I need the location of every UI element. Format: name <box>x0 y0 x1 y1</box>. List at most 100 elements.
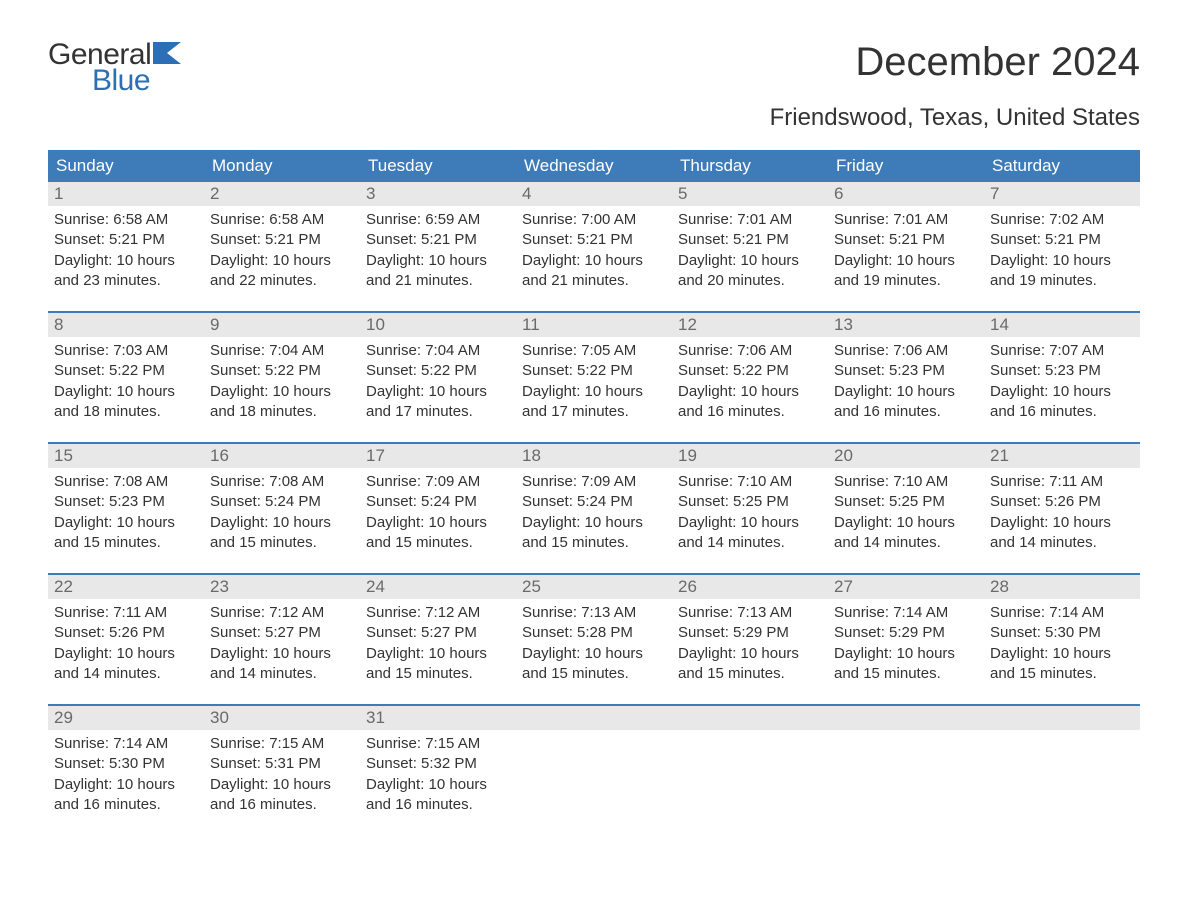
weekday-header: Thursday <box>672 150 828 182</box>
sunset-line: Sunset: 5:21 PM <box>834 230 978 250</box>
sunrise-line: Sunrise: 7:14 AM <box>834 603 978 623</box>
calendar-day: 7Sunrise: 7:02 AMSunset: 5:21 PMDaylight… <box>984 182 1140 295</box>
daylight-line: Daylight: 10 hours and 15 minutes. <box>834 644 978 685</box>
sunrise-line: Sunrise: 7:02 AM <box>990 210 1134 230</box>
daylight-line: Daylight: 10 hours and 18 minutes. <box>54 382 198 423</box>
sunset-line: Sunset: 5:26 PM <box>54 623 198 643</box>
calendar-day: 22Sunrise: 7:11 AMSunset: 5:26 PMDayligh… <box>48 575 204 688</box>
day-content: Sunrise: 7:05 AMSunset: 5:22 PMDaylight:… <box>516 337 672 426</box>
sunrise-line: Sunrise: 7:15 AM <box>366 734 510 754</box>
calendar-day: 1Sunrise: 6:58 AMSunset: 5:21 PMDaylight… <box>48 182 204 295</box>
day-number: 13 <box>828 313 984 337</box>
sunset-line: Sunset: 5:22 PM <box>522 361 666 381</box>
day-content: Sunrise: 7:14 AMSunset: 5:29 PMDaylight:… <box>828 599 984 688</box>
sunset-line: Sunset: 5:22 PM <box>210 361 354 381</box>
day-number: 8 <box>48 313 204 337</box>
day-number: 21 <box>984 444 1140 468</box>
sunrise-line: Sunrise: 7:13 AM <box>522 603 666 623</box>
day-content: Sunrise: 7:01 AMSunset: 5:21 PMDaylight:… <box>828 206 984 295</box>
weekday-header: Friday <box>828 150 984 182</box>
day-number <box>516 706 672 730</box>
daylight-line: Daylight: 10 hours and 16 minutes. <box>366 775 510 816</box>
daylight-line: Daylight: 10 hours and 19 minutes. <box>834 251 978 292</box>
sunset-line: Sunset: 5:32 PM <box>366 754 510 774</box>
calendar-day: 28Sunrise: 7:14 AMSunset: 5:30 PMDayligh… <box>984 575 1140 688</box>
day-content: Sunrise: 7:15 AMSunset: 5:32 PMDaylight:… <box>360 730 516 819</box>
day-content: Sunrise: 7:02 AMSunset: 5:21 PMDaylight:… <box>984 206 1140 295</box>
day-number: 10 <box>360 313 516 337</box>
daylight-line: Daylight: 10 hours and 16 minutes. <box>54 775 198 816</box>
calendar-day: 17Sunrise: 7:09 AMSunset: 5:24 PMDayligh… <box>360 444 516 557</box>
sunset-line: Sunset: 5:22 PM <box>678 361 822 381</box>
calendar-day: 24Sunrise: 7:12 AMSunset: 5:27 PMDayligh… <box>360 575 516 688</box>
sunrise-line: Sunrise: 6:59 AM <box>366 210 510 230</box>
day-number: 24 <box>360 575 516 599</box>
weekday-header: Tuesday <box>360 150 516 182</box>
day-content: Sunrise: 7:13 AMSunset: 5:28 PMDaylight:… <box>516 599 672 688</box>
day-content: Sunrise: 7:10 AMSunset: 5:25 PMDaylight:… <box>672 468 828 557</box>
sunset-line: Sunset: 5:31 PM <box>210 754 354 774</box>
calendar-day: 4Sunrise: 7:00 AMSunset: 5:21 PMDaylight… <box>516 182 672 295</box>
day-number: 15 <box>48 444 204 468</box>
day-content: Sunrise: 7:04 AMSunset: 5:22 PMDaylight:… <box>360 337 516 426</box>
daylight-line: Daylight: 10 hours and 15 minutes. <box>54 513 198 554</box>
logo: General Blue <box>48 40 181 96</box>
sunset-line: Sunset: 5:27 PM <box>210 623 354 643</box>
day-content: Sunrise: 6:59 AMSunset: 5:21 PMDaylight:… <box>360 206 516 295</box>
calendar-day: 11Sunrise: 7:05 AMSunset: 5:22 PMDayligh… <box>516 313 672 426</box>
calendar-day <box>828 706 984 819</box>
calendar-day: 26Sunrise: 7:13 AMSunset: 5:29 PMDayligh… <box>672 575 828 688</box>
weekday-header: Wednesday <box>516 150 672 182</box>
sunset-line: Sunset: 5:29 PM <box>834 623 978 643</box>
sunrise-line: Sunrise: 7:10 AM <box>678 472 822 492</box>
day-content: Sunrise: 7:12 AMSunset: 5:27 PMDaylight:… <box>360 599 516 688</box>
day-number: 5 <box>672 182 828 206</box>
calendar-day: 15Sunrise: 7:08 AMSunset: 5:23 PMDayligh… <box>48 444 204 557</box>
sunrise-line: Sunrise: 7:13 AM <box>678 603 822 623</box>
day-number: 26 <box>672 575 828 599</box>
sunrise-line: Sunrise: 7:06 AM <box>678 341 822 361</box>
daylight-line: Daylight: 10 hours and 16 minutes. <box>678 382 822 423</box>
sunset-line: Sunset: 5:22 PM <box>366 361 510 381</box>
sunset-line: Sunset: 5:21 PM <box>522 230 666 250</box>
day-number: 18 <box>516 444 672 468</box>
day-number: 11 <box>516 313 672 337</box>
calendar-day: 3Sunrise: 6:59 AMSunset: 5:21 PMDaylight… <box>360 182 516 295</box>
sunrise-line: Sunrise: 7:14 AM <box>990 603 1134 623</box>
day-content: Sunrise: 7:09 AMSunset: 5:24 PMDaylight:… <box>516 468 672 557</box>
day-number: 20 <box>828 444 984 468</box>
day-content: Sunrise: 7:11 AMSunset: 5:26 PMDaylight:… <box>984 468 1140 557</box>
sunset-line: Sunset: 5:21 PM <box>210 230 354 250</box>
sunrise-line: Sunrise: 7:04 AM <box>210 341 354 361</box>
day-content: Sunrise: 7:11 AMSunset: 5:26 PMDaylight:… <box>48 599 204 688</box>
day-number: 2 <box>204 182 360 206</box>
calendar-day: 29Sunrise: 7:14 AMSunset: 5:30 PMDayligh… <box>48 706 204 819</box>
daylight-line: Daylight: 10 hours and 15 minutes. <box>366 513 510 554</box>
day-content: Sunrise: 6:58 AMSunset: 5:21 PMDaylight:… <box>204 206 360 295</box>
day-number: 4 <box>516 182 672 206</box>
sunrise-line: Sunrise: 7:01 AM <box>678 210 822 230</box>
calendar-week: 1Sunrise: 6:58 AMSunset: 5:21 PMDaylight… <box>48 182 1140 295</box>
calendar-day: 5Sunrise: 7:01 AMSunset: 5:21 PMDaylight… <box>672 182 828 295</box>
sunset-line: Sunset: 5:28 PM <box>522 623 666 643</box>
day-content: Sunrise: 7:13 AMSunset: 5:29 PMDaylight:… <box>672 599 828 688</box>
day-number: 23 <box>204 575 360 599</box>
day-number: 6 <box>828 182 984 206</box>
sunset-line: Sunset: 5:21 PM <box>678 230 822 250</box>
sunrise-line: Sunrise: 7:11 AM <box>990 472 1134 492</box>
sunrise-line: Sunrise: 7:08 AM <box>210 472 354 492</box>
day-content: Sunrise: 7:08 AMSunset: 5:23 PMDaylight:… <box>48 468 204 557</box>
calendar-day: 6Sunrise: 7:01 AMSunset: 5:21 PMDaylight… <box>828 182 984 295</box>
sunset-line: Sunset: 5:30 PM <box>990 623 1134 643</box>
sunset-line: Sunset: 5:24 PM <box>522 492 666 512</box>
weekday-header: Sunday <box>48 150 204 182</box>
header: General Blue December 2024 <box>48 40 1140 96</box>
calendar-day: 27Sunrise: 7:14 AMSunset: 5:29 PMDayligh… <box>828 575 984 688</box>
day-number <box>984 706 1140 730</box>
day-number: 25 <box>516 575 672 599</box>
calendar-week: 15Sunrise: 7:08 AMSunset: 5:23 PMDayligh… <box>48 442 1140 557</box>
daylight-line: Daylight: 10 hours and 22 minutes. <box>210 251 354 292</box>
day-content: Sunrise: 7:04 AMSunset: 5:22 PMDaylight:… <box>204 337 360 426</box>
calendar-day: 9Sunrise: 7:04 AMSunset: 5:22 PMDaylight… <box>204 313 360 426</box>
day-content: Sunrise: 7:14 AMSunset: 5:30 PMDaylight:… <box>984 599 1140 688</box>
